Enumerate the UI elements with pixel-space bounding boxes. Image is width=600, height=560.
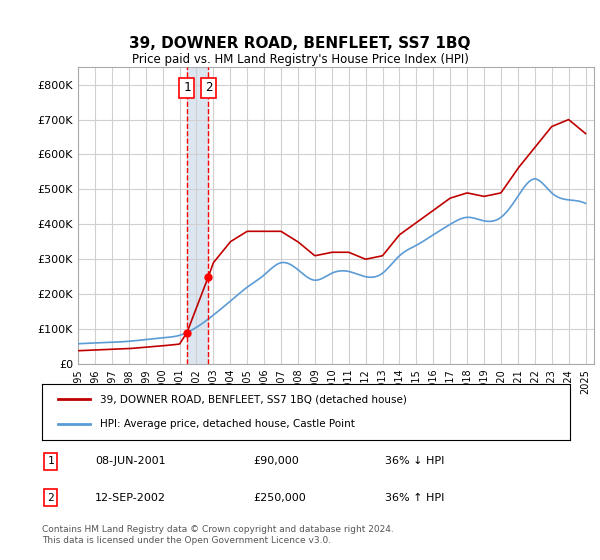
Text: 36% ↑ HPI: 36% ↑ HPI	[385, 493, 445, 503]
Text: 1: 1	[47, 456, 54, 466]
Text: 08-JUN-2001: 08-JUN-2001	[95, 456, 166, 466]
Text: Price paid vs. HM Land Registry's House Price Index (HPI): Price paid vs. HM Land Registry's House …	[131, 53, 469, 66]
Bar	[187, 67, 208, 364]
Text: 39, DOWNER ROAD, BENFLEET, SS7 1BQ: 39, DOWNER ROAD, BENFLEET, SS7 1BQ	[129, 36, 471, 52]
Text: 1: 1	[183, 81, 191, 95]
Text: 2: 2	[205, 81, 212, 95]
Text: HPI: Average price, detached house, Castle Point: HPI: Average price, detached house, Cast…	[100, 419, 355, 429]
Text: 39, DOWNER ROAD, BENFLEET, SS7 1BQ (detached house): 39, DOWNER ROAD, BENFLEET, SS7 1BQ (deta…	[100, 394, 407, 404]
Text: 36% ↓ HPI: 36% ↓ HPI	[385, 456, 445, 466]
Text: Contains HM Land Registry data © Crown copyright and database right 2024.
This d: Contains HM Land Registry data © Crown c…	[42, 525, 394, 545]
Text: £90,000: £90,000	[253, 456, 299, 466]
Text: £250,000: £250,000	[253, 493, 306, 503]
Text: 2: 2	[47, 493, 54, 503]
Text: 12-SEP-2002: 12-SEP-2002	[95, 493, 166, 503]
